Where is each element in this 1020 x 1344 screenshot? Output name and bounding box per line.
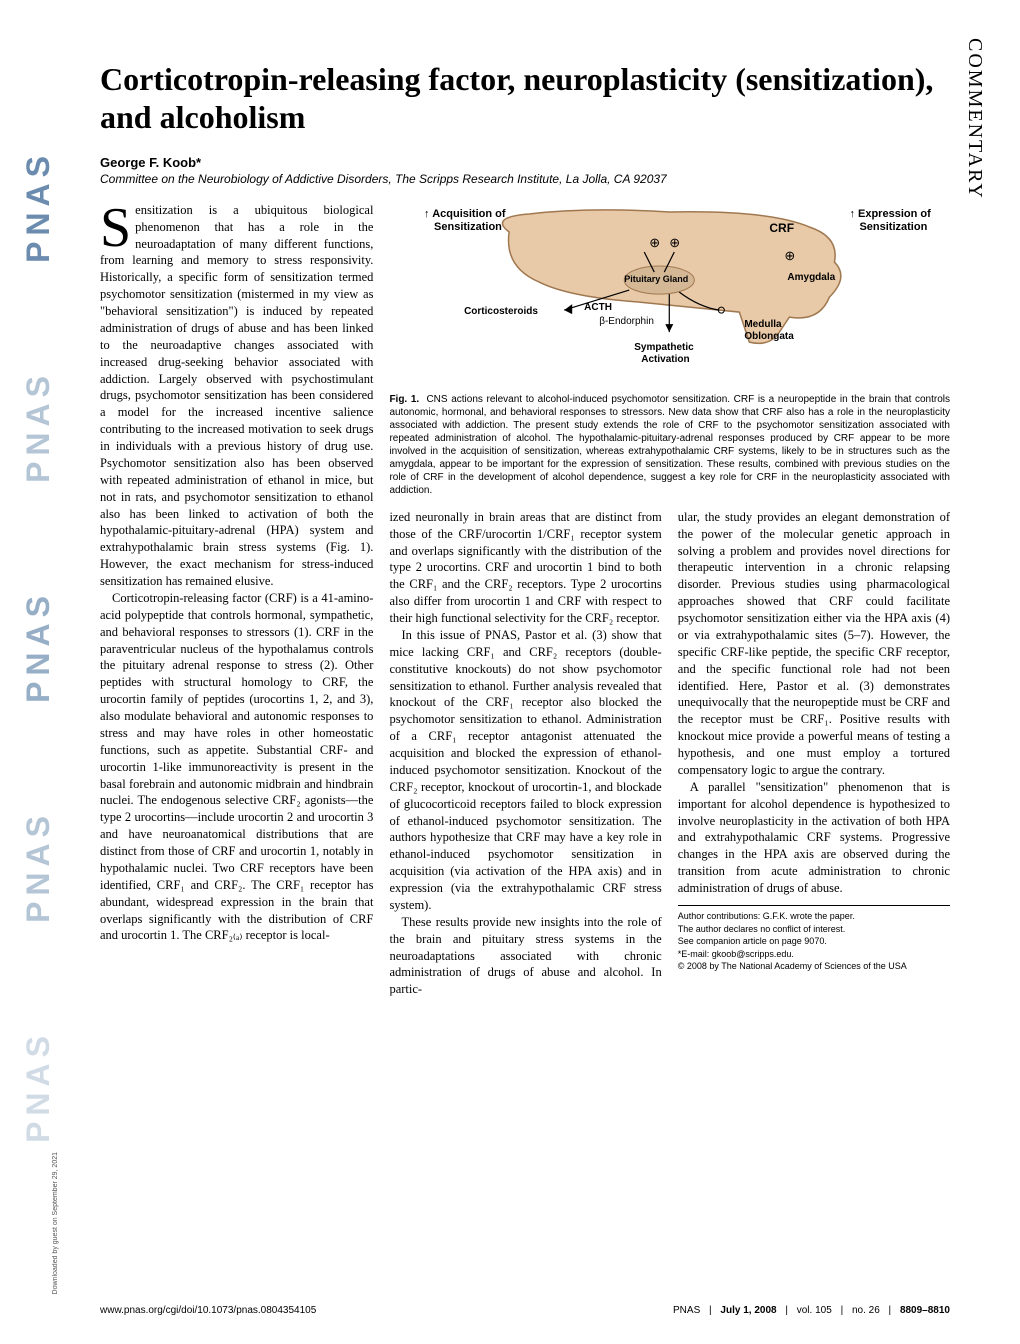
author-affiliation: Committee on the Neurobiology of Addicti… (100, 172, 950, 186)
fig-plus: ⊕ (785, 248, 796, 263)
footer-journal: PNAS (673, 1305, 700, 1316)
footnotes: Author contributions: G.F.K. wrote the p… (678, 905, 950, 973)
footer-doi: www.pnas.org/cgi/doi/10.1073/pnas.080435… (100, 1305, 316, 1316)
pnas-logo-text: PNAS (20, 1030, 57, 1143)
pnas-logo-text: PNAS (20, 590, 57, 703)
column-2: ized neuronally in brain areas that are … (389, 509, 661, 998)
author-name: George F. Koob* (100, 155, 950, 170)
footnote-conflict: The author declares no conflict of inter… (678, 923, 950, 936)
fig-label-acq2: Sensitization (434, 221, 502, 233)
fig-label-amygdala: Amygdala (788, 272, 836, 283)
fig-label-medulla: Medulla (745, 319, 783, 330)
fig-label-exp: ↑ Expression of (850, 208, 932, 220)
fig-plus: ⊕ (670, 235, 681, 250)
column-3: ular, the study provides an elegant demo… (678, 509, 950, 998)
figure-caption: Fig. 1. CNS actions relevant to alcohol-… (389, 393, 950, 497)
fig-plus: ⊕ (650, 235, 661, 250)
fig-label-acth: ACTH (585, 302, 613, 313)
figure-caption-text: CNS actions relevant to alcohol-induced … (389, 394, 950, 496)
footnote-companion: See companion article on page 9070. (678, 935, 950, 948)
figure-1: ↑ Acquisition of Sensitization ↑ Express… (389, 202, 950, 497)
footnote-copyright: © 2008 by The National Academy of Scienc… (678, 960, 950, 973)
column-1: Sensitization is a ubiquitous biological… (100, 202, 373, 998)
footer-date: July 1, 2008 (720, 1305, 776, 1316)
figure-diagram: ↑ Acquisition of Sensitization ↑ Express… (389, 202, 950, 382)
footer-citation: PNAS | July 1, 2008 | vol. 105 | no. 26 … (673, 1305, 950, 1316)
footnote-email: *E-mail: gkoob@scripps.edu. (678, 948, 950, 961)
fig-label-acq: ↑ Acquisition of (424, 208, 506, 220)
page-footer: www.pnas.org/cgi/doi/10.1073/pnas.080435… (100, 1305, 950, 1316)
body-paragraph: ized neuronally in brain areas that are … (389, 509, 661, 627)
fig-label-symp: Sympathetic (635, 342, 695, 353)
figure-label: Fig. 1. (389, 394, 419, 405)
fig-label-act: Activation (642, 354, 690, 365)
fig-label-cortico: Corticosteroids (465, 306, 539, 317)
body-text: ensitization is a ubiquitous biological … (100, 203, 373, 588)
fig-label-endorphin: β-Endorphin (600, 316, 655, 327)
arrow-head (666, 324, 674, 332)
body-paragraph: Corticotropin-releasing factor (CRF) is … (100, 590, 373, 944)
footer-volume: vol. 105 (797, 1305, 832, 1316)
lower-columns: ized neuronally in brain areas that are … (389, 509, 950, 998)
fig-label-oblongata: Oblongata (745, 331, 795, 342)
body-paragraph: Sensitization is a ubiquitous biological… (100, 202, 373, 590)
fig-label-pituitary: Pituitary Gland (625, 274, 689, 284)
pnas-logo-text: PNAS (20, 810, 57, 923)
body-paragraph: In this issue of PNAS, Pastor et al. (3)… (389, 627, 661, 914)
fig-label-crf: CRF (770, 221, 795, 235)
pnas-logo-text: PNAS (20, 150, 57, 263)
body-paragraph: ular, the study provides an elegant demo… (678, 509, 950, 779)
pnas-logo-sidebar: PNAS PNAS PNAS PNAS PNAS (20, 150, 60, 1150)
column-right-wrap: ↑ Acquisition of Sensitization ↑ Express… (389, 202, 950, 998)
footer-issue: no. 26 (852, 1305, 880, 1316)
download-note: Downloaded by guest on September 29, 202… (52, 1152, 59, 1294)
arrow-head (565, 304, 573, 314)
content-columns: Sensitization is a ubiquitous biological… (100, 202, 950, 998)
dropcap: S (100, 202, 135, 250)
footer-pages: 8809–8810 (900, 1305, 950, 1316)
pnas-logo-text: PNAS (20, 370, 57, 483)
footnote-contrib: Author contributions: G.F.K. wrote the p… (678, 910, 950, 923)
body-paragraph: These results provide new insights into … (389, 914, 661, 998)
fig-label-exp2: Sensitization (860, 221, 928, 233)
article-title: Corticotropin-releasing factor, neuropla… (100, 60, 950, 137)
page-container: PNAS PNAS PNAS PNAS PNAS COMMENTARY Down… (0, 0, 1020, 1344)
body-paragraph: A parallel "sensitization" phenomenon th… (678, 779, 950, 897)
commentary-label: COMMENTARY (959, 30, 990, 208)
